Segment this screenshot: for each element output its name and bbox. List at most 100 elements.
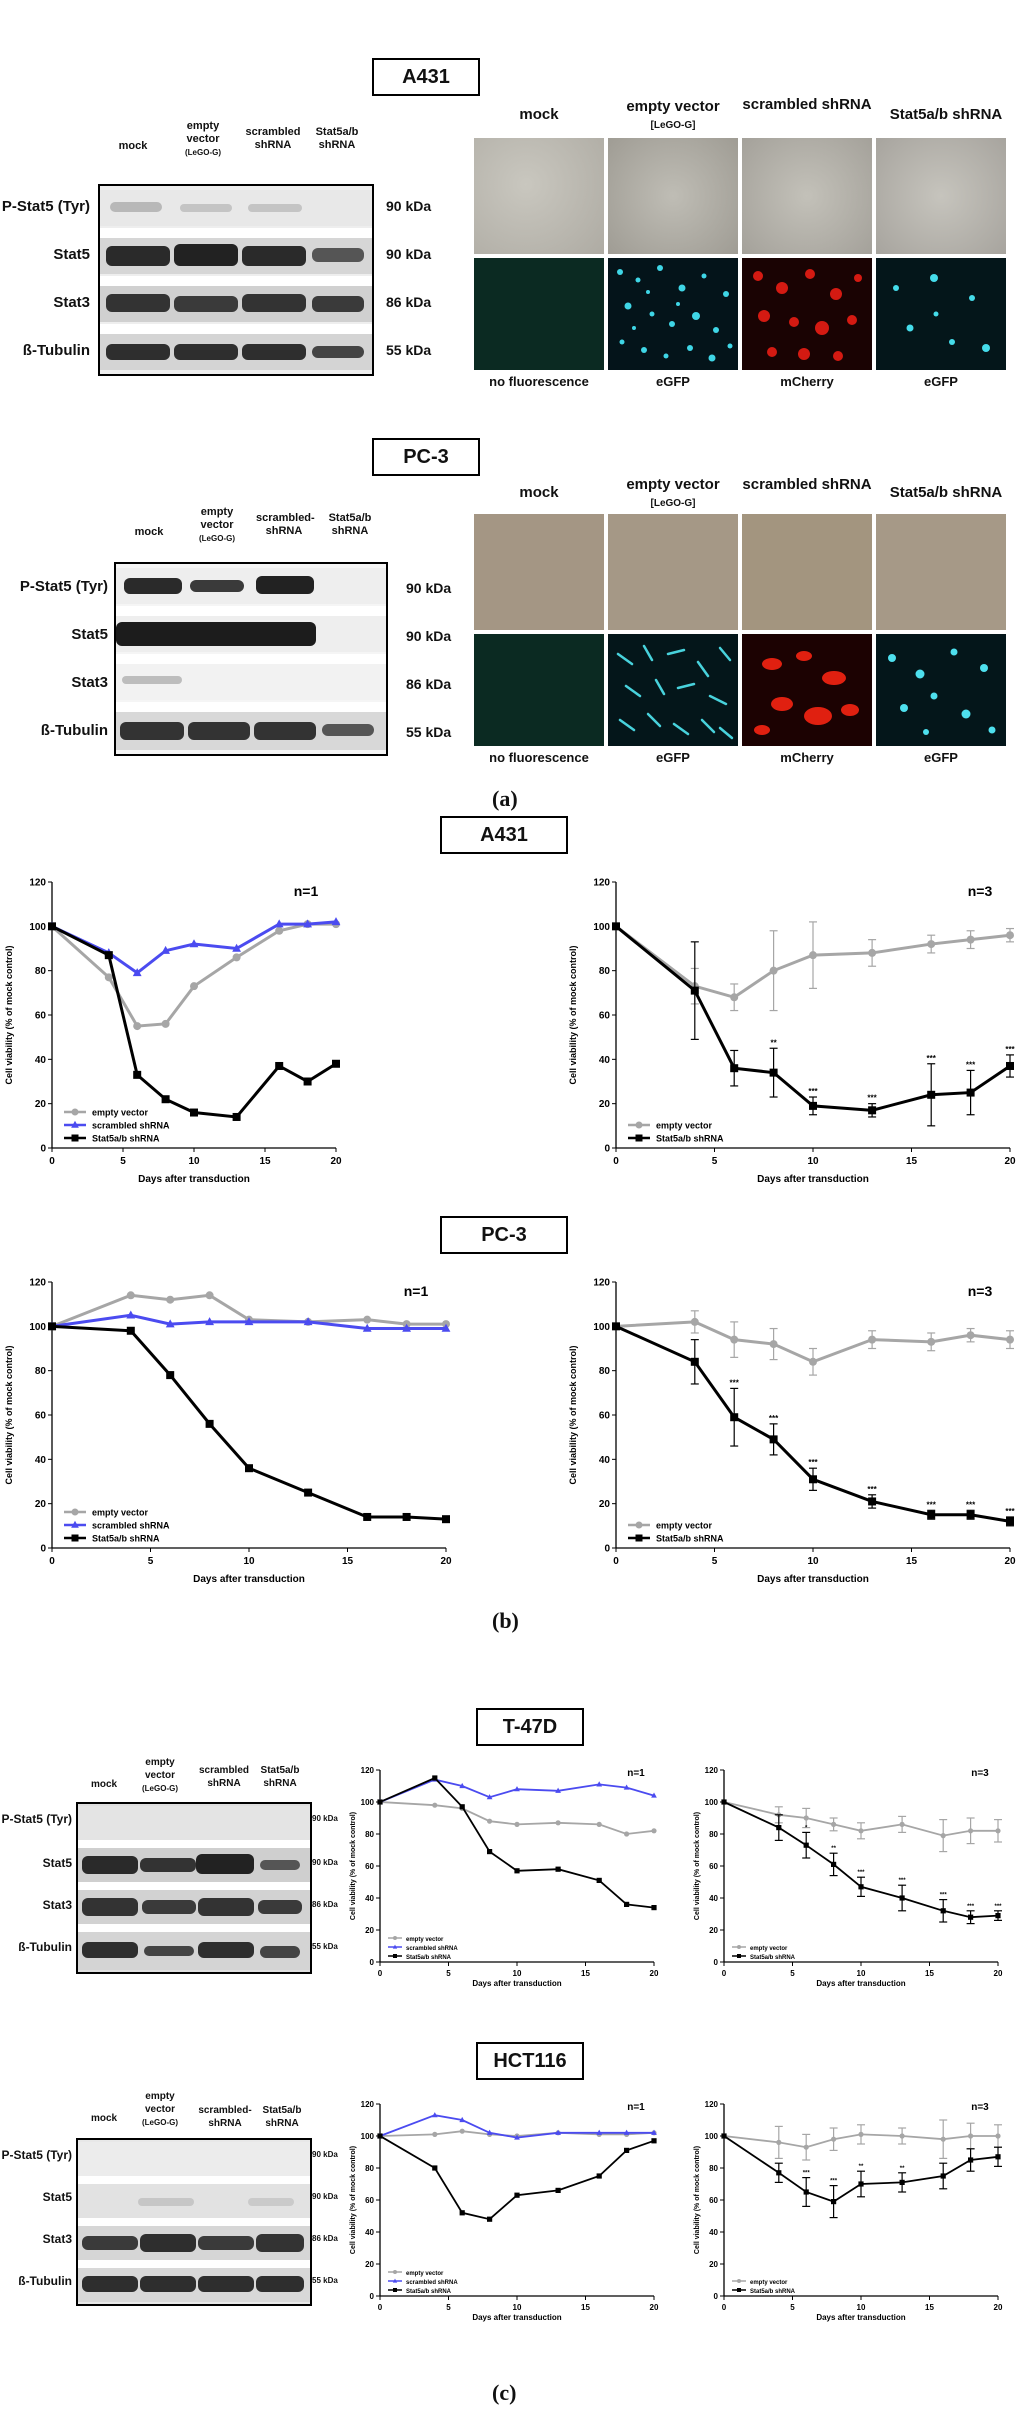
data-point (189, 939, 199, 948)
a431-brightfield-stat5ab (876, 138, 1006, 254)
a431-row-pstat5: P-Stat5 (Tyr) (1, 198, 90, 215)
data-point (126, 1326, 135, 1335)
y-tick-label: 20 (599, 1099, 611, 1110)
data-point (274, 919, 284, 928)
data-point (690, 986, 699, 995)
legend-label: empty vector (92, 1108, 149, 1118)
blot-col-scrambled: scrambled shRNA (245, 126, 301, 151)
legend-label: empty vector (92, 1508, 149, 1518)
data-point (968, 1914, 974, 1920)
data-point (651, 2138, 657, 2144)
a431-row-stat5: Stat5 (53, 246, 90, 263)
data-point (126, 1310, 136, 1319)
data-point (995, 1828, 1001, 1834)
data-point (555, 2187, 561, 2193)
data-point (402, 1512, 411, 1521)
x-axis-label: Days after transduction (472, 2313, 561, 2322)
data-point (868, 1335, 877, 1344)
data-point (555, 1820, 561, 1826)
data-point (968, 2157, 974, 2163)
n-annotation: n=3 (971, 2102, 989, 2113)
data-point (730, 993, 739, 1002)
data-point (690, 1317, 699, 1326)
x-tick-label: 15 (581, 1969, 590, 1978)
y-tick-label: 20 (35, 1499, 47, 1510)
data-point (803, 2144, 809, 2150)
series-stat5a-b-shrna (48, 1322, 450, 1524)
y-tick-label: 100 (593, 922, 610, 933)
legend-label: Stat5a/b shRNA (406, 1955, 452, 1961)
series-line (379, 2135, 655, 2221)
pc3-title: PC-3 (372, 438, 480, 476)
x-tick-label: 0 (613, 1156, 619, 1167)
x-tick-label: 5 (712, 1156, 718, 1167)
x-tick-label: 15 (581, 2303, 590, 2312)
y-tick-label: 120 (361, 2100, 375, 2109)
legend-marker (635, 1534, 643, 1542)
data-point (275, 926, 284, 935)
x-axis-label: Days after transduction (472, 1979, 561, 1988)
pc3-kda-pstat5: 90 kDa (406, 580, 452, 596)
y-tick-label: 120 (29, 878, 46, 889)
data-point (232, 953, 241, 962)
data-point (966, 1088, 975, 1097)
x-tick-label: 0 (722, 1969, 727, 1978)
x-tick-label: 10 (513, 2303, 522, 2312)
t47d-kda-stat3: 86 kDa (312, 1900, 338, 1909)
panel-label-a: (a) (492, 786, 518, 811)
data-point (968, 1828, 974, 1834)
hct116-western-blot (76, 2138, 312, 2306)
legend-marker (71, 1120, 79, 1128)
t47d-kda-tubulin: 55 kDa (312, 1942, 338, 1951)
t47d-kda-pstat5: 90 kDa (312, 1814, 338, 1823)
a431-fluor-empty-egfp (608, 258, 738, 370)
data-point (48, 1322, 56, 1331)
series-line (379, 1776, 655, 1909)
legend-label: empty vector (656, 1121, 713, 1131)
x-tick-label: 0 (378, 2303, 383, 2312)
legend-label: Stat5a/b shRNA (750, 2289, 796, 2295)
significance-stars: *** (967, 1904, 975, 1910)
x-tick-label: 5 (120, 1156, 126, 1167)
a431-cap-scrambled: mCherry (780, 374, 834, 389)
x-tick-label: 10 (513, 1969, 522, 1978)
y-tick-label: 0 (604, 1144, 610, 1155)
hct116-kda-pstat5: 90 kDa (312, 2150, 338, 2159)
legend-label: Stat5a/b shRNA (406, 2289, 452, 2295)
data-point (303, 1317, 313, 1326)
data-point (555, 2129, 561, 2135)
pc3-blot-col-mock: mock (134, 526, 164, 538)
data-point (487, 1849, 493, 1855)
data-point (624, 2147, 630, 2153)
hct116-title: HCT116 (476, 2042, 584, 2080)
y-tick-label: 80 (599, 1366, 611, 1377)
y-tick-label: 80 (709, 2164, 718, 2173)
x-tick-label: 15 (342, 1556, 354, 1567)
significance-stars: *** (830, 2179, 838, 2185)
hct116-col-stat5ab: Stat5a/b shRNA (262, 2105, 302, 2129)
series-empty-vector (721, 2119, 1002, 2161)
data-point (966, 1331, 975, 1340)
data-point (623, 1784, 630, 1790)
data-point (205, 1419, 214, 1428)
t47d-row-tubulin: ß-Tubulin (18, 1940, 72, 1954)
y-tick-label: 80 (709, 1830, 718, 1839)
pc3-cap-scrambled: mCherry (780, 750, 834, 765)
data-point (1006, 931, 1014, 940)
legend-marker (737, 2288, 741, 2292)
legend-label: scrambled shRNA (92, 1121, 170, 1131)
data-point (651, 1828, 657, 1834)
y-tick-label: 100 (705, 2132, 719, 2141)
data-point (966, 1510, 975, 1519)
data-point (809, 1357, 817, 1366)
y-tick-label: 60 (599, 1411, 611, 1422)
data-point (303, 1077, 312, 1086)
x-axis-label: Days after transduction (757, 1174, 869, 1185)
data-point (769, 1435, 778, 1444)
significance-stars: ** (770, 1038, 777, 1047)
pc3-brightfield-scrambled (742, 514, 872, 630)
data-point (899, 1895, 905, 1901)
legend-label: empty vector (406, 1937, 444, 1943)
x-tick-label: 20 (650, 1969, 659, 1978)
data-point (303, 919, 312, 928)
